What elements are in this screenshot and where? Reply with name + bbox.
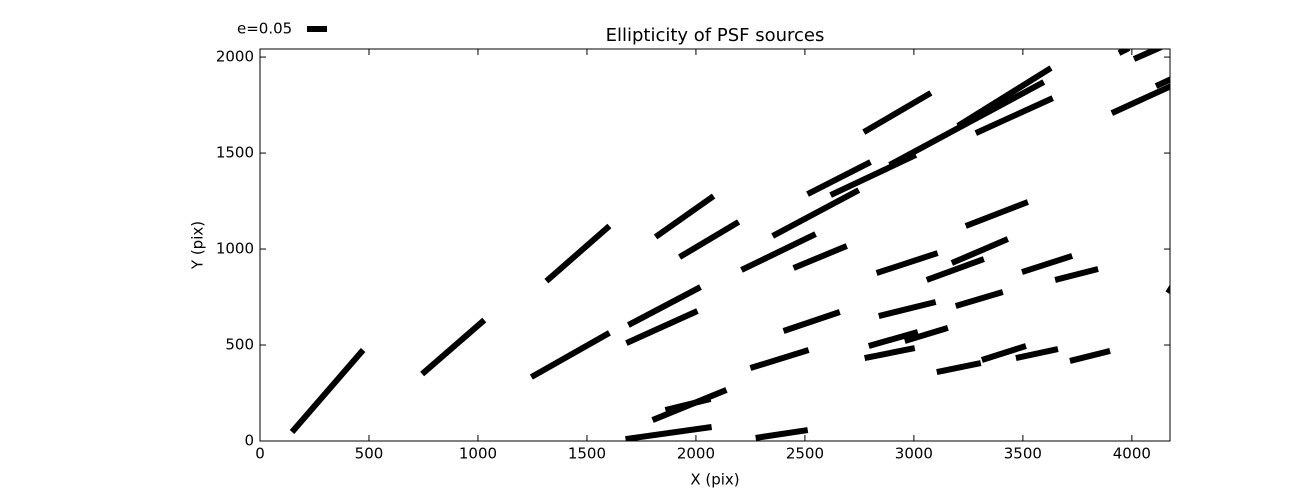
whisker [1154, 76, 1170, 89]
key-label: e=0.05 [237, 20, 292, 38]
whisker [875, 250, 939, 276]
y-tick-label: 2000 [216, 48, 254, 66]
whisker [678, 219, 741, 260]
whisker [544, 223, 612, 284]
whisker [964, 199, 1029, 229]
whisker [782, 309, 841, 334]
x-tick-label: 4000 [1113, 445, 1151, 463]
whisker [749, 347, 810, 371]
whisker [420, 317, 487, 377]
whisker [529, 330, 611, 380]
whisker [771, 187, 861, 239]
whisker [974, 95, 1054, 136]
whisker [664, 396, 712, 414]
whisker [903, 325, 949, 344]
x-tick-label: 3500 [1004, 445, 1042, 463]
whisker [653, 193, 716, 240]
plot-area [289, 49, 1170, 441]
chart-title: Ellipticity of PSF sources [606, 25, 825, 46]
y-tick-label: 500 [225, 336, 254, 354]
x-axis-label: X (pix) [690, 471, 739, 489]
x-tick-label: 0 [255, 445, 265, 463]
x-tick-label: 3000 [895, 445, 933, 463]
whisker [980, 343, 1027, 363]
whisker [867, 329, 919, 349]
x-tick-label: 1000 [459, 445, 497, 463]
y-tick-label: 0 [244, 432, 254, 450]
whisker [936, 360, 982, 376]
whisker [1021, 253, 1074, 275]
whisker [625, 424, 713, 441]
whisker [1165, 284, 1170, 295]
x-tick-label: 500 [355, 445, 384, 463]
whisker [950, 236, 1010, 266]
y-tick-label: 1500 [216, 144, 254, 162]
whisker [755, 427, 809, 441]
whisker [956, 65, 1053, 129]
x-tick-label: 1500 [568, 445, 606, 463]
x-tick-label: 2500 [786, 445, 824, 463]
whisker [954, 289, 1004, 309]
whisker [1015, 346, 1059, 362]
whisker [1110, 83, 1170, 116]
y-tick-label: 1000 [216, 240, 254, 258]
whisker [806, 159, 872, 197]
y-axis-label: Y (pix) [189, 221, 207, 270]
x-tick-label: 2000 [677, 445, 715, 463]
whisker [626, 284, 702, 328]
whisker [1054, 266, 1099, 283]
whisker [1117, 49, 1131, 56]
whisker [625, 308, 699, 346]
plot-frame [259, 48, 1171, 442]
whisker [862, 90, 933, 135]
whisker [740, 231, 817, 273]
whisker [925, 256, 985, 283]
whisker [289, 348, 366, 434]
whisker [878, 299, 937, 319]
whisker [792, 243, 848, 271]
whisker [1069, 348, 1111, 364]
whisker [864, 345, 916, 362]
